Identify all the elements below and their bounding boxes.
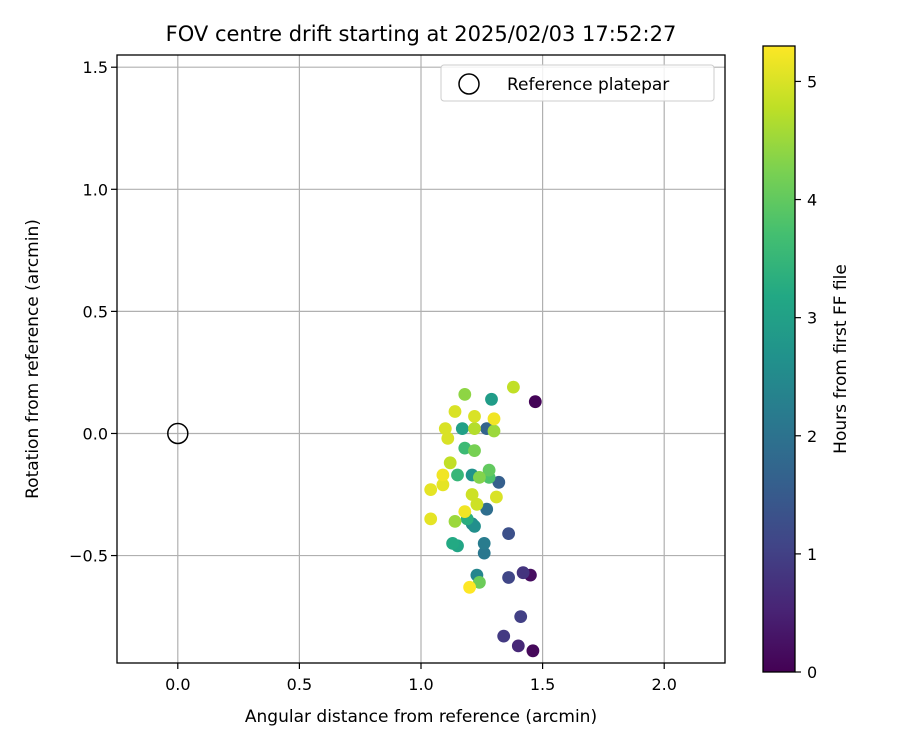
y-axis-label: Rotation from reference (arcmin)	[23, 219, 43, 499]
data-point	[468, 422, 481, 435]
x-tick-label: 1.5	[530, 675, 555, 694]
data-point	[448, 405, 462, 418]
colorbar-gradient	[762, 45, 796, 673]
data-point	[480, 502, 494, 516]
colorbar-tick-label: 0	[807, 663, 817, 682]
y-tick-label: 1.0	[83, 180, 108, 199]
data-point	[492, 475, 506, 489]
y-tick-label: 1.5	[83, 58, 108, 77]
colorbar-label: Hours from first FF file	[831, 264, 851, 454]
x-axis-label: Angular distance from reference (arcmin)	[245, 707, 597, 727]
data-point	[490, 490, 503, 504]
y-tick-label: 0.0	[83, 424, 108, 443]
data-point	[502, 527, 515, 540]
data-point	[473, 576, 486, 589]
data-point	[485, 392, 498, 406]
data-point	[482, 463, 496, 477]
data-point	[468, 444, 481, 457]
data-point	[477, 546, 491, 560]
data-point	[507, 380, 520, 394]
reference-layer	[167, 422, 189, 445]
x-tick-label: 1.0	[408, 675, 433, 694]
colorbar-tick-label: 5	[807, 72, 817, 91]
data-point	[477, 537, 491, 550]
data-point	[473, 471, 486, 484]
data-point	[424, 483, 438, 496]
legend-open-circle-marker	[458, 73, 480, 95]
data-point	[443, 456, 457, 470]
colorbar-ticks: 0 1 2 3 4 5	[795, 72, 817, 682]
data-point	[458, 388, 472, 401]
data-point	[465, 488, 479, 501]
legend-entry-reference-platepar: Reference platepar	[507, 75, 669, 95]
x-tick-label: 2.0	[651, 675, 676, 694]
data-point	[526, 644, 540, 658]
data-point	[502, 571, 515, 584]
colorbar-tick-label: 4	[807, 191, 817, 210]
y-tick-label: −0.5	[69, 547, 108, 566]
data-point	[438, 422, 452, 435]
grid-layer	[117, 55, 725, 663]
x-tick-label: 0.5	[287, 675, 312, 694]
data-point	[424, 512, 438, 526]
y-ticks: −0.5 0.0 0.5 1.0 1.5	[69, 58, 117, 566]
data-point	[516, 566, 530, 580]
data-point	[448, 515, 462, 528]
chart-title: FOV centre drift starting at 2025/02/03 …	[166, 22, 677, 46]
data-point	[458, 441, 472, 455]
data-point	[458, 505, 472, 518]
data-point	[470, 497, 484, 511]
colorbar-tick-label: 2	[807, 427, 817, 446]
y-tick-label: 0.5	[83, 302, 108, 321]
scatter-points	[424, 380, 542, 658]
colorbar-tick-label: 1	[807, 545, 817, 564]
data-point	[487, 424, 501, 438]
data-point	[446, 537, 459, 550]
colorbar: 0 1 2 3 4 5 Hours from first FF file	[762, 45, 851, 682]
data-point	[463, 580, 476, 594]
colorbar-tick-label: 3	[807, 309, 817, 328]
data-point	[468, 410, 481, 423]
data-point	[451, 468, 464, 482]
data-point	[528, 395, 542, 409]
legend: Reference platepar	[440, 64, 715, 102]
legend-box	[440, 64, 715, 102]
x-tick-label: 0.0	[165, 675, 190, 694]
reference-platepar-marker	[167, 422, 189, 445]
data-point	[436, 468, 450, 482]
data-point	[487, 412, 501, 426]
data-point	[514, 610, 528, 623]
x-ticks: 0.0 0.5 1.0 1.5 2.0	[165, 663, 677, 694]
data-point	[455, 422, 469, 435]
data-point	[511, 639, 525, 653]
data-point	[436, 478, 450, 492]
data-point	[497, 629, 511, 643]
data-point	[441, 432, 455, 445]
